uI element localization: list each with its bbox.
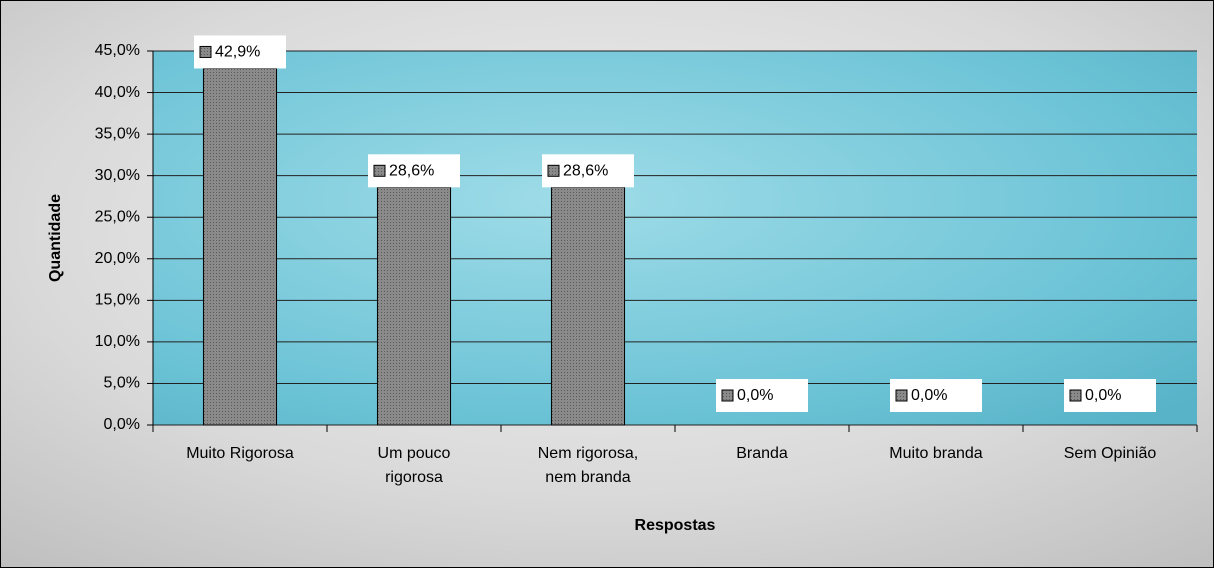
bar: [376, 186, 452, 426]
y-tick-label: 35,0%: [95, 125, 140, 142]
y-tick-label: 40,0%: [95, 84, 140, 101]
bar: [202, 67, 278, 426]
y-tick-label: 30,0%: [95, 167, 140, 184]
x-tick-label: Nem rigorosa, nem branda: [537, 445, 639, 486]
x-tick-label: Um pouco rigorosa: [377, 445, 451, 486]
y-tick-label: 10,0%: [95, 333, 140, 350]
y-tick-label: 20,0%: [95, 250, 140, 267]
label-key: [895, 389, 908, 402]
label-key: [721, 389, 734, 402]
data-label: 28,6%: [563, 163, 608, 180]
data-label: 28,6%: [389, 163, 434, 180]
bar: [550, 186, 626, 426]
data-label: 0,0%: [911, 387, 947, 404]
x-tick-label: Muito branda: [889, 445, 983, 462]
data-label: 42,9%: [215, 44, 260, 61]
y-tick-label: 0,0%: [104, 416, 140, 433]
y-axis-title: Quantidade: [47, 194, 64, 282]
label-key: [1069, 389, 1082, 402]
data-label: 0,0%: [737, 387, 773, 404]
x-tick-label: Muito Rigorosa: [186, 445, 294, 462]
x-axis-title: Respostas: [635, 517, 716, 534]
x-tick-label: Branda: [736, 445, 788, 462]
y-tick-label: 25,0%: [95, 208, 140, 225]
data-label: 0,0%: [1085, 387, 1121, 404]
plot-area: [153, 51, 1197, 425]
label-key: [199, 45, 212, 58]
y-tick-label: 15,0%: [95, 292, 140, 309]
y-tick-label: 5,0%: [104, 375, 140, 392]
label-key: [547, 164, 560, 177]
label-key: [373, 164, 386, 177]
y-tick-label: 45,0%: [95, 42, 140, 59]
x-tick-label: Sem Opinião: [1063, 445, 1157, 462]
